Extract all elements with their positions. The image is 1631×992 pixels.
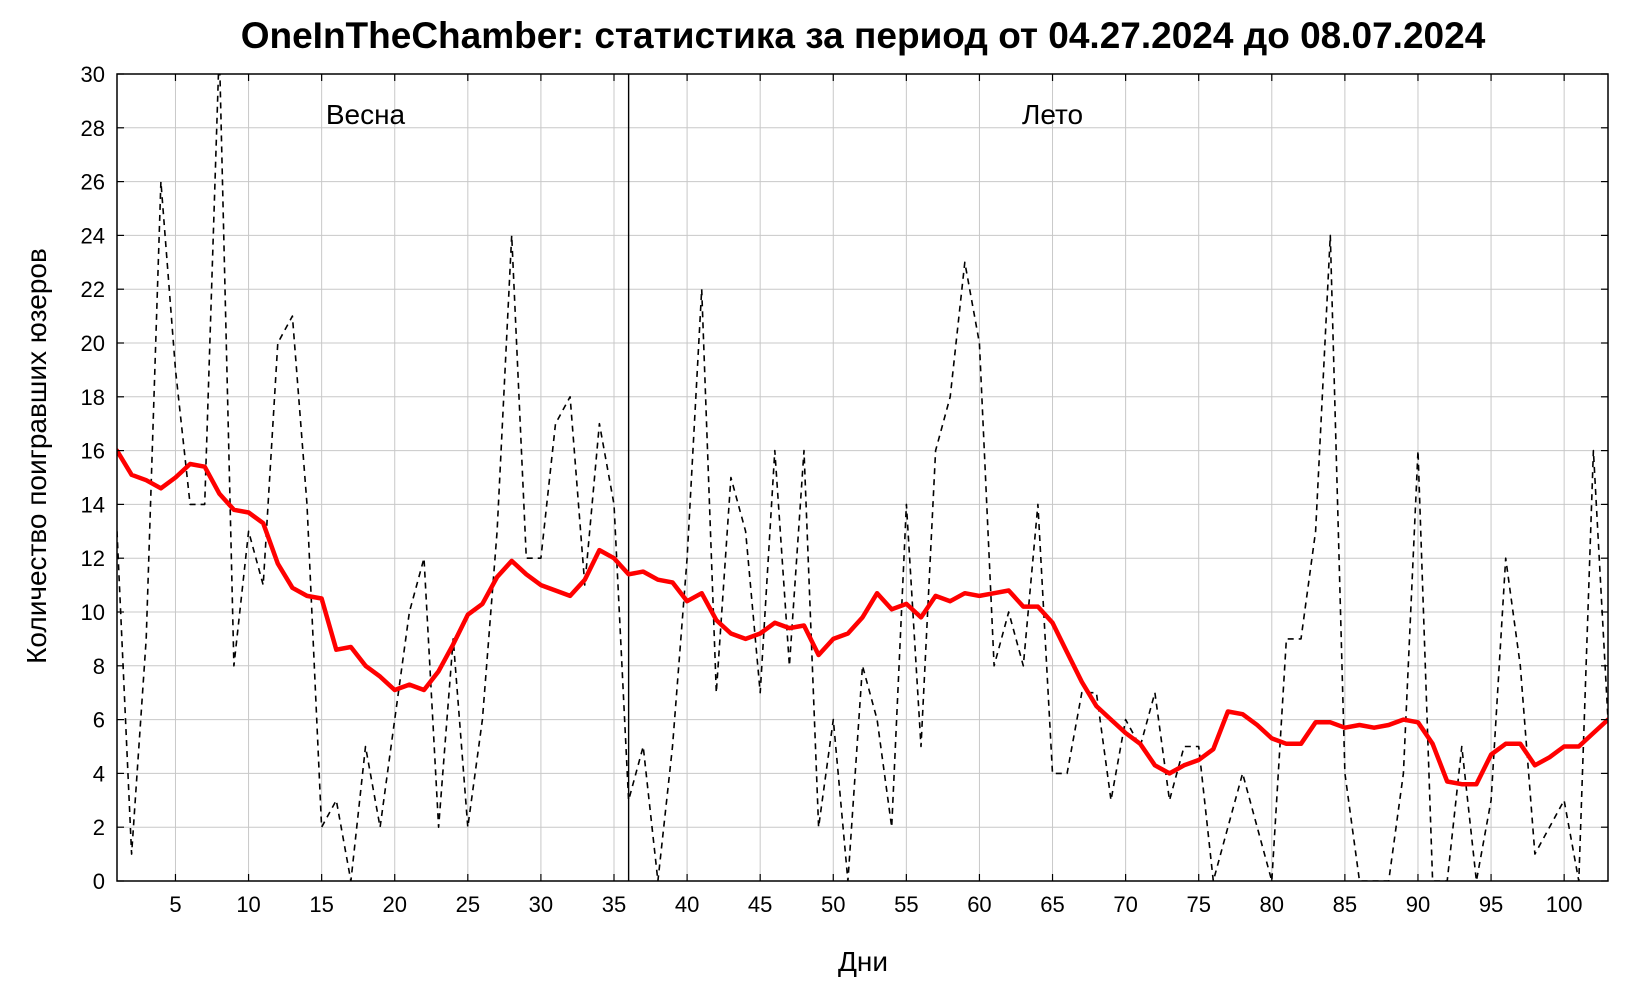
y-tick-label: 20 xyxy=(81,331,105,356)
x-tick-label: 30 xyxy=(529,892,553,917)
grid xyxy=(117,73,1608,882)
y-tick-label: 16 xyxy=(81,439,105,464)
y-tick-label: 18 xyxy=(81,385,105,410)
y-tick-label: 8 xyxy=(93,654,105,679)
x-tick-label: 95 xyxy=(1479,892,1503,917)
x-tick-label: 15 xyxy=(309,892,333,917)
y-tick-label: 4 xyxy=(93,761,105,786)
y-tick-label: 14 xyxy=(81,492,105,517)
x-tick-label: 40 xyxy=(675,892,699,917)
x-tick-label: 50 xyxy=(821,892,845,917)
x-axis-ticks: 5 10 15 20 25 30 35 40 45 50 55 60 65 70 75 80 85 90 95 100 xyxy=(169,74,1583,917)
y-axis-label: Количество поигравших юзеров xyxy=(21,248,52,664)
y-tick-label: 24 xyxy=(81,223,105,248)
x-tick-label: 90 xyxy=(1406,892,1430,917)
y-tick-label: 22 xyxy=(81,277,105,302)
plot-frame xyxy=(116,73,1609,882)
x-tick-label: 45 xyxy=(748,892,772,917)
x-tick-label: 100 xyxy=(1546,892,1583,917)
x-tick-label: 25 xyxy=(456,892,480,917)
x-tick-label: 10 xyxy=(236,892,260,917)
x-tick-label: 5 xyxy=(169,892,181,917)
x-tick-label: 80 xyxy=(1260,892,1284,917)
y-tick-label: 2 xyxy=(93,815,105,840)
chart-title: OneInTheChamber: статистика за период от… xyxy=(241,15,1486,56)
x-tick-label: 75 xyxy=(1186,892,1210,917)
y-tick-label: 6 xyxy=(93,708,105,733)
season-label: Весна xyxy=(326,99,406,130)
y-tick-label: 12 xyxy=(81,546,105,571)
season-labels: Весна Лето xyxy=(326,99,1083,130)
y-tick-label: 28 xyxy=(81,116,105,141)
x-tick-label: 65 xyxy=(1040,892,1064,917)
y-tick-label: 10 xyxy=(81,600,105,625)
y-tick-label: 30 xyxy=(81,62,105,87)
x-axis-label: Дни xyxy=(838,946,888,977)
x-tick-label: 55 xyxy=(894,892,918,917)
series-daily-line xyxy=(117,74,1608,881)
season-label: Лето xyxy=(1022,99,1083,130)
x-tick-label: 35 xyxy=(602,892,626,917)
series-moving-average-line xyxy=(117,448,1608,787)
series xyxy=(117,74,1608,881)
x-tick-label: 70 xyxy=(1113,892,1137,917)
x-tick-label: 60 xyxy=(967,892,991,917)
y-tick-label: 0 xyxy=(93,869,105,894)
x-tick-label: 20 xyxy=(382,892,406,917)
y-tick-label: 26 xyxy=(81,170,105,195)
x-tick-label: 85 xyxy=(1333,892,1357,917)
